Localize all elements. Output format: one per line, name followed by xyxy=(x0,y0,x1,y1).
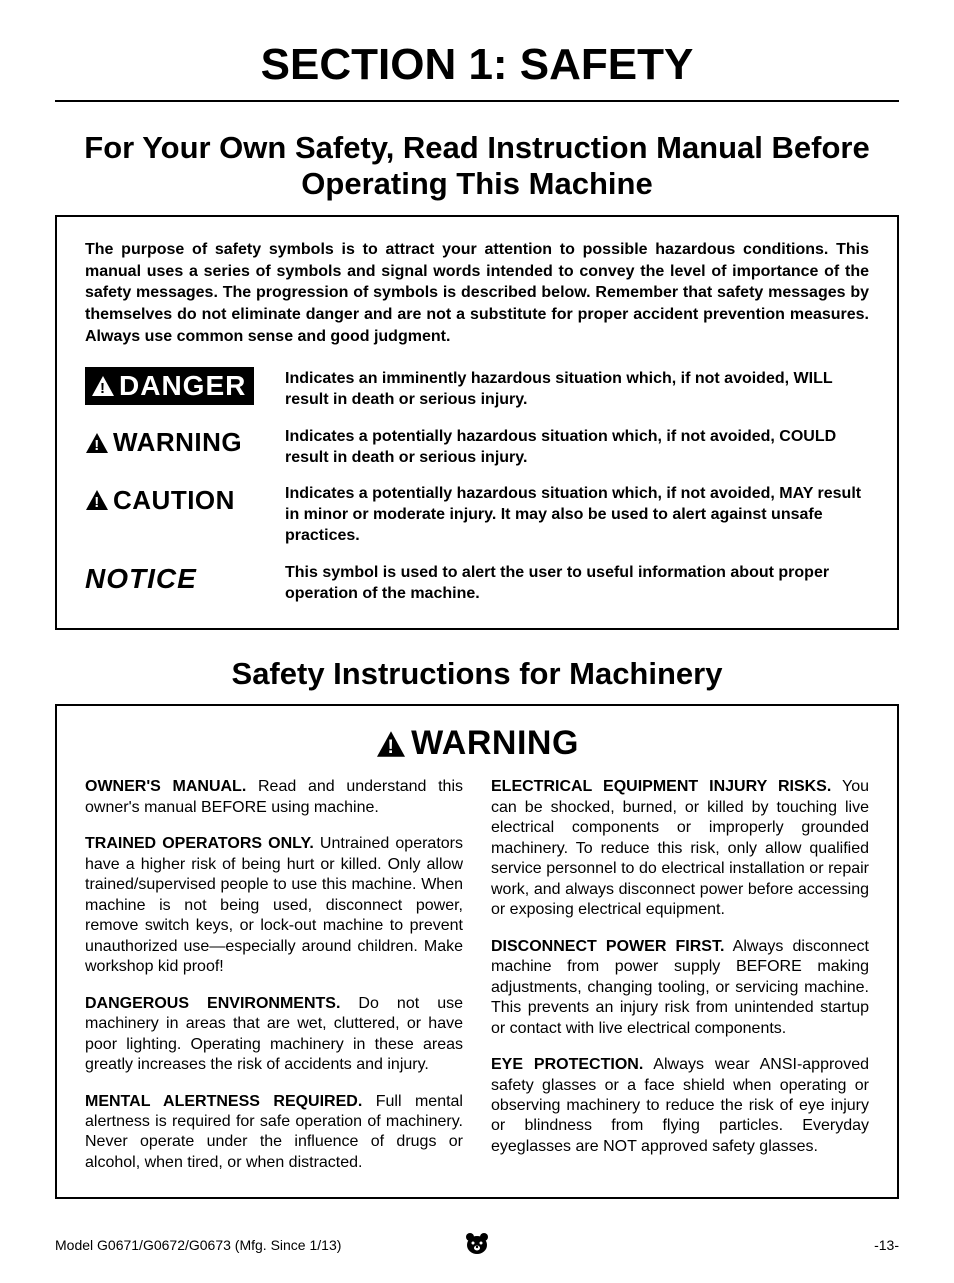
instruction-paragraph: ELECTRICAL EQUIPMENT INJURY RISKS. You c… xyxy=(491,777,869,920)
bear-head-icon xyxy=(463,1229,491,1257)
instruction-body: You can be shocked, burned, or killed by… xyxy=(491,778,869,918)
warning-label: ! WARNING xyxy=(85,425,285,461)
instruction-paragraph: EYE PROTECTION. Always wear ANSI-approve… xyxy=(491,1055,869,1157)
notice-label: NOTICE xyxy=(85,561,285,597)
symbol-row-caution: ! CAUTION Indicates a potentially hazard… xyxy=(85,482,869,546)
danger-description: Indicates an imminently hazardous situat… xyxy=(285,367,869,411)
symbol-row-danger: ! DANGER Indicates an imminently hazardo… xyxy=(85,367,869,411)
footer-logo xyxy=(463,1229,491,1262)
instruction-lead: OWNER'S MANUAL. xyxy=(85,778,246,795)
warning-description: Indicates a potentially hazardous situat… xyxy=(285,425,869,469)
instruction-paragraph: OWNER'S MANUAL. Read and understand this… xyxy=(85,777,463,818)
alert-triangle-icon: ! xyxy=(85,489,109,511)
instructions-left-column: OWNER'S MANUAL. Read and understand this… xyxy=(85,777,463,1173)
caution-description: Indicates a potentially hazardous situat… xyxy=(285,482,869,546)
alert-triangle-icon: ! xyxy=(91,375,115,397)
instruction-paragraph: MENTAL ALERTNESS REQUIRED. Full mental a… xyxy=(85,1092,463,1174)
notice-label-text: NOTICE xyxy=(85,563,197,595)
safety-instructions-heading: Safety Instructions for Machinery xyxy=(55,656,899,692)
danger-label: ! DANGER xyxy=(85,367,285,405)
instruction-body: Untrained operators have a higher risk o… xyxy=(85,835,463,975)
svg-text:!: ! xyxy=(100,380,106,397)
safety-instructions-box: ! WARNING OWNER'S MANUAL. Read and under… xyxy=(55,704,899,1199)
instruction-lead: DISCONNECT POWER FIRST. xyxy=(491,938,724,955)
danger-label-text: DANGER xyxy=(119,370,246,402)
instruction-lead: EYE PROTECTION. xyxy=(491,1056,643,1073)
subtitle: For Your Own Safety, Read Instruction Ma… xyxy=(55,130,899,201)
instruction-lead: MENTAL ALERTNESS REQUIRED. xyxy=(85,1093,362,1110)
alert-triangle-icon: ! xyxy=(85,432,109,454)
svg-text:!: ! xyxy=(94,437,100,454)
footer-model: Model G0671/G0672/G0673 (Mfg. Since 1/13… xyxy=(55,1237,341,1253)
symbol-row-notice: NOTICE This symbol is used to alert the … xyxy=(85,561,869,605)
section-title: SECTION 1: SAFETY xyxy=(55,40,899,102)
caution-label-text: CAUTION xyxy=(113,485,235,516)
instruction-paragraph: DISCONNECT POWER FIRST. Always disconnec… xyxy=(491,937,869,1039)
warning-banner: ! WARNING xyxy=(85,724,869,763)
alert-triangle-icon: ! xyxy=(375,730,407,758)
instruction-lead: TRAINED OPERATORS ONLY. xyxy=(85,835,314,852)
instruction-paragraph: DANGEROUS ENVIRONMENTS. Do not use machi… xyxy=(85,994,463,1076)
footer-page-number: -13- xyxy=(874,1237,899,1253)
intro-paragraph: The purpose of safety symbols is to attr… xyxy=(85,239,869,347)
instructions-right-column: ELECTRICAL EQUIPMENT INJURY RISKS. You c… xyxy=(491,777,869,1173)
warning-label-text: WARNING xyxy=(113,427,242,458)
page-footer: Model G0671/G0672/G0673 (Mfg. Since 1/13… xyxy=(55,1237,899,1253)
symbol-row-warning: ! WARNING Indicates a potentially hazard… xyxy=(85,425,869,469)
instruction-lead: ELECTRICAL EQUIPMENT INJURY RISKS. xyxy=(491,778,831,795)
svg-text:!: ! xyxy=(94,494,100,511)
instruction-lead: DANGEROUS ENVIRONMENTS. xyxy=(85,995,340,1012)
warning-banner-text: WARNING xyxy=(411,724,579,763)
caution-label: ! CAUTION xyxy=(85,482,285,518)
notice-description: This symbol is used to alert the user to… xyxy=(285,561,869,605)
symbol-definitions-box: The purpose of safety symbols is to attr… xyxy=(55,215,899,630)
instruction-paragraph: TRAINED OPERATORS ONLY. Untrained operat… xyxy=(85,834,463,977)
instructions-columns: OWNER'S MANUAL. Read and understand this… xyxy=(85,777,869,1173)
svg-text:!: ! xyxy=(388,737,395,758)
